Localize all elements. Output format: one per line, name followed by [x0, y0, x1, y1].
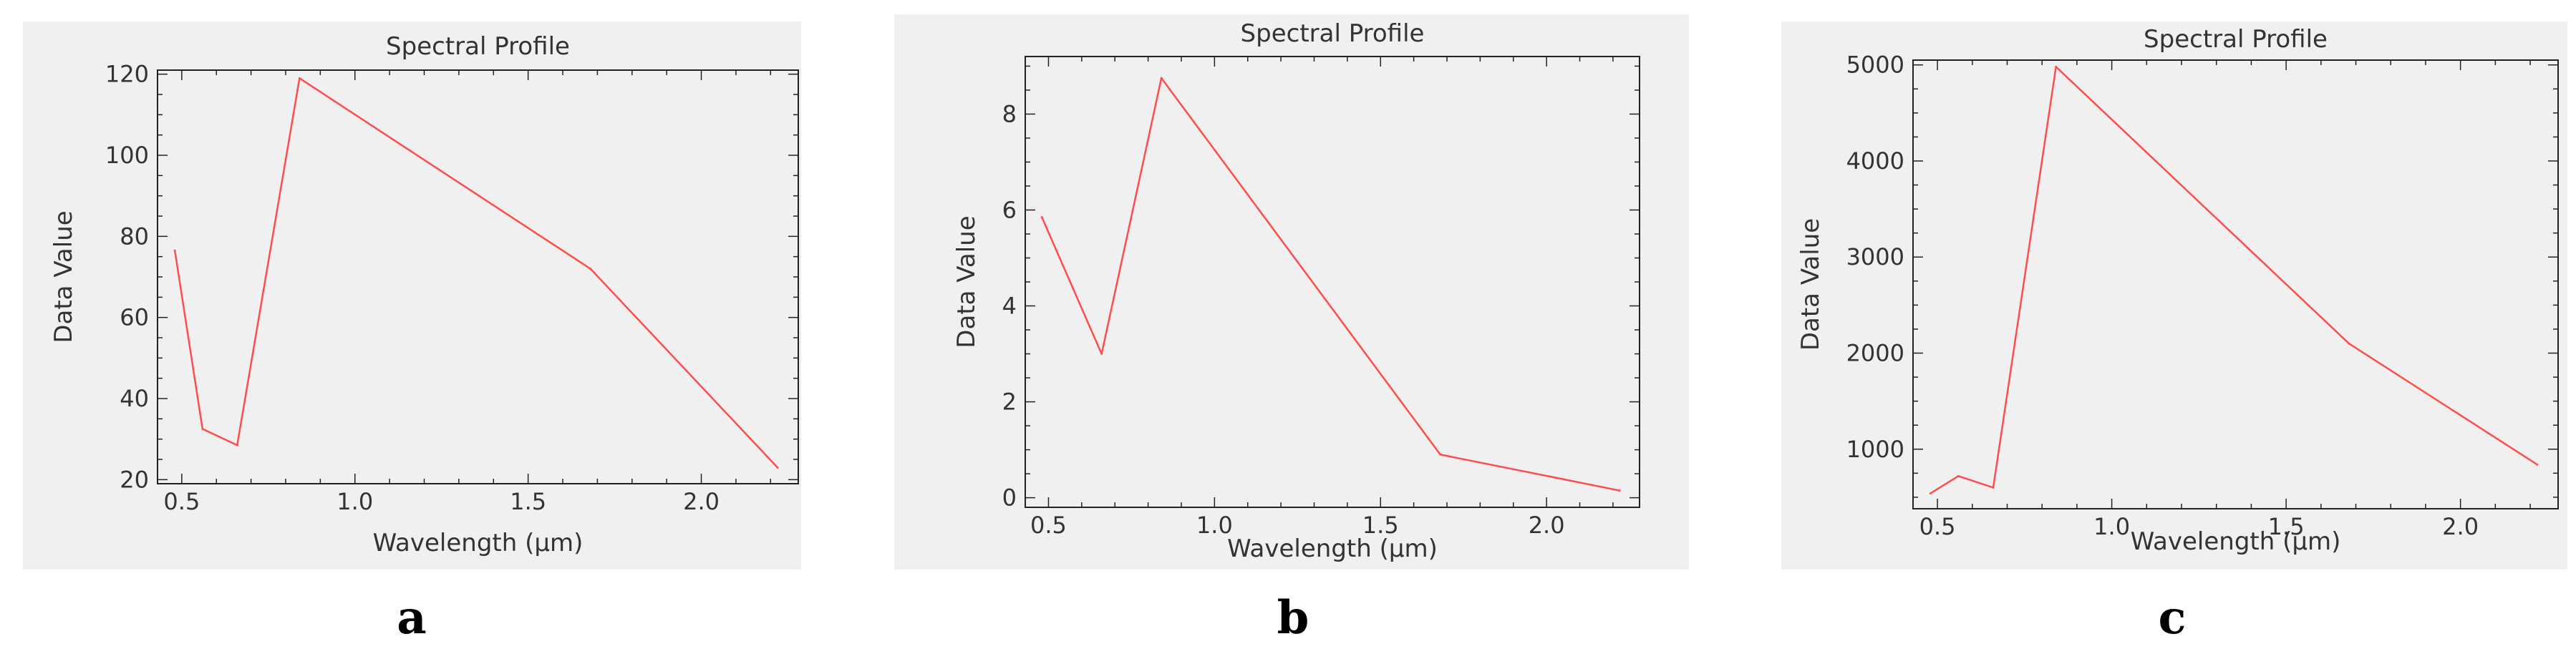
series-line — [1041, 77, 1620, 492]
series-line — [173, 77, 778, 469]
figure-label-c: c — [2158, 591, 2187, 645]
data-point — [1929, 492, 1932, 495]
data-point — [1160, 77, 1163, 79]
y-tick-label: 1000 — [1846, 436, 1904, 463]
x-tick-label: 1.0 — [1196, 512, 1233, 539]
y-tick-label: 100 — [105, 142, 149, 169]
x-axis-label: Wavelength (µm) — [1227, 535, 1438, 563]
x-tick-label: 1.0 — [2093, 513, 2130, 540]
chart-b-svg: Spectral Profile 0.5 1.0 1.5 2.0 0 2 4 6 8 Wavelen… — [952, 19, 1640, 563]
y-axis-label: Data Value — [952, 215, 981, 348]
y-tick-label: 2 — [1002, 389, 1017, 416]
data-point — [2055, 65, 2058, 68]
y-tick-label: 6 — [1002, 196, 1017, 223]
chart-title: Spectral Profile — [1241, 19, 1425, 48]
chart-a-svg: Spectral Profile 0.5 1.0 1.5 2.0 20 40 60 80 100 1… — [49, 32, 799, 557]
chart-panel-c: Spectral Profile 0.5 1.0 1.5 2.0 1000 2000 3000… — [1781, 21, 2567, 570]
x-tick-label: 2.0 — [1529, 512, 1565, 539]
y-tick-label: 40 — [120, 385, 149, 412]
chart-panel-b: Spectral Profile 0.5 1.0 1.5 2.0 0 2 4 6 8 Wavelen… — [894, 14, 1689, 570]
y-tick-label: 5000 — [1846, 52, 1904, 79]
chart-title: Spectral Profile — [2144, 25, 2328, 54]
y-tick-label: 2000 — [1846, 339, 1904, 366]
chart-panel-a: Spectral Profile 0.5 1.0 1.5 2.0 20 40 60 80 100 1… — [23, 21, 801, 570]
x-tick-label: 0.5 — [163, 488, 200, 515]
y-tick-label: 0 — [1002, 484, 1017, 512]
chart-title: Spectral Profile — [386, 32, 570, 61]
x-tick-label: 0.5 — [1919, 513, 1956, 540]
data-point — [298, 77, 301, 79]
data-point — [173, 249, 176, 252]
x-tick-label: 1.0 — [336, 488, 373, 515]
y-tick-label: 4000 — [1846, 147, 1904, 175]
data-point — [1100, 353, 1103, 356]
y-tick-label: 3000 — [1846, 243, 1904, 270]
x-tick-label: 1.5 — [1362, 512, 1399, 539]
x-tick-label: 1.5 — [510, 488, 546, 515]
y-tick-label: 120 — [105, 61, 149, 88]
data-point — [2348, 342, 2350, 345]
y-tick-label: 80 — [120, 223, 149, 250]
data-point — [1439, 453, 1442, 456]
y-tick-label: 60 — [120, 304, 149, 331]
x-tick-label: 2.0 — [683, 488, 720, 515]
x-tick-label: 0.5 — [1030, 512, 1067, 539]
plot-frame — [157, 69, 799, 484]
plot-frame — [1912, 59, 2559, 509]
data-point — [589, 268, 592, 270]
chart-c-svg: Spectral Profile 0.5 1.0 1.5 2.0 1000 2000 3000… — [1796, 25, 2559, 556]
x-axis-label: Wavelength (µm) — [373, 529, 584, 557]
data-point — [2536, 463, 2539, 466]
x-axis-label: Wavelength (µm) — [2131, 527, 2341, 556]
y-tick-label: 4 — [1002, 293, 1017, 320]
data-point — [236, 444, 238, 446]
y-axis-label: Data Value — [1796, 218, 1825, 351]
data-point — [1040, 216, 1043, 219]
figure-label-b: b — [1277, 591, 1309, 645]
y-axis-label: Data Value — [49, 210, 78, 343]
data-point — [1957, 474, 1960, 477]
data-point — [776, 466, 779, 469]
y-tick-label: 20 — [120, 466, 149, 493]
y-tick-label: 8 — [1002, 100, 1017, 127]
series-line — [1929, 66, 2538, 494]
figure-label-a: a — [397, 591, 427, 645]
data-point — [201, 428, 204, 430]
data-point — [1992, 486, 1995, 489]
x-tick-label: 2.0 — [2442, 513, 2479, 540]
x-tick-label: 1.5 — [2268, 513, 2305, 540]
data-point — [1618, 489, 1621, 492]
